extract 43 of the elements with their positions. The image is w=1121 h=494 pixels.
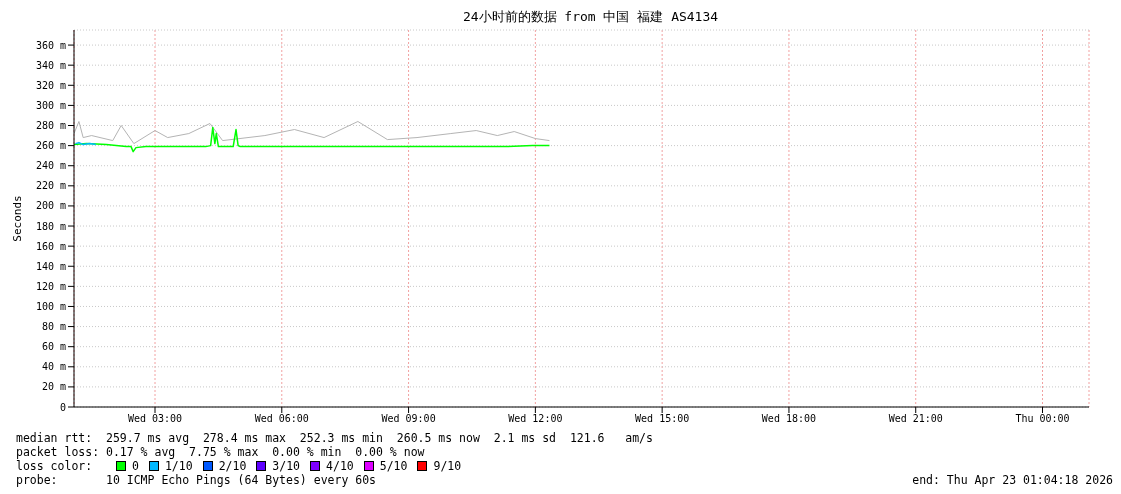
x-tick-label: Wed 21:00: [888, 413, 943, 425]
legend-label: 0: [131, 459, 139, 473]
x-tick-label: Wed 03:00: [127, 413, 183, 425]
y-tick-label: 320 m: [35, 79, 66, 91]
y-tick-label: 40 m: [41, 361, 66, 373]
legend-label: 3/10: [271, 459, 301, 473]
line-series: [74, 126, 551, 153]
y-tick-label: 360 m: [35, 39, 66, 51]
y-tick-label: 100 m: [35, 301, 66, 313]
y-tick-label: 220 m: [35, 180, 66, 192]
y-tick-label: 60 m: [41, 341, 66, 353]
text: median rtt: 259.7 ms avg 278.4 ms max 252.3 ms min 260.5 ms now 2.1 ms sd 121.6 am/s: [16, 431, 654, 445]
y-tick-label: 340 m: [35, 59, 66, 71]
x-tick-label: Thu 00:00: [1015, 413, 1070, 425]
y-tick-label: 20 m: [41, 381, 66, 393]
y-tick-label: 260 m: [35, 140, 66, 152]
x-tick-label: Wed 09:00: [381, 413, 436, 425]
text: packet loss: 0.17 % avg 7.75 % max 0.00 % min 0.00 % now: [16, 445, 426, 459]
legend-label: 1/10: [163, 459, 193, 473]
y-tick-label: 0: [59, 401, 66, 413]
text: end: Thu Apr 23 01:04:18 2026: [912, 473, 1113, 487]
y-tick-label: 80 m: [41, 321, 66, 333]
y-tick-label: 160 m: [35, 240, 66, 252]
legend-label: 4/10: [325, 459, 354, 473]
y-tick-label: 300 m: [35, 99, 66, 111]
y-tick-label: 200 m: [35, 200, 66, 212]
chart-title: 24小时前的数据 from 中国 福建 AS4134: [461, 8, 720, 26]
y-axis-title: Seconds: [10, 195, 24, 242]
x-tick-label: Wed 12:00: [508, 413, 563, 425]
y-tick-label: 180 m: [35, 220, 66, 232]
x-tick-label: Wed 15:00: [635, 413, 690, 425]
legend-label: 5/10: [378, 459, 408, 473]
line-series: [74, 120, 550, 145]
text: probe: 10 ICMP Echo Pings (64 Bytes) every 60s: [16, 473, 377, 487]
x-tick-label: Wed 18:00: [761, 413, 817, 425]
y-tick-label: 140 m: [35, 260, 66, 272]
y-tick-label: 280 m: [35, 120, 66, 132]
y-tick-label: 120 m: [35, 280, 66, 292]
x-tick-label: Wed 06:00: [254, 413, 309, 425]
legend-title: loss color:: [16, 459, 94, 473]
legend-label: 9/10: [432, 459, 462, 473]
legend-label: 2/10: [217, 459, 247, 473]
y-tick-label: 240 m: [35, 160, 66, 172]
